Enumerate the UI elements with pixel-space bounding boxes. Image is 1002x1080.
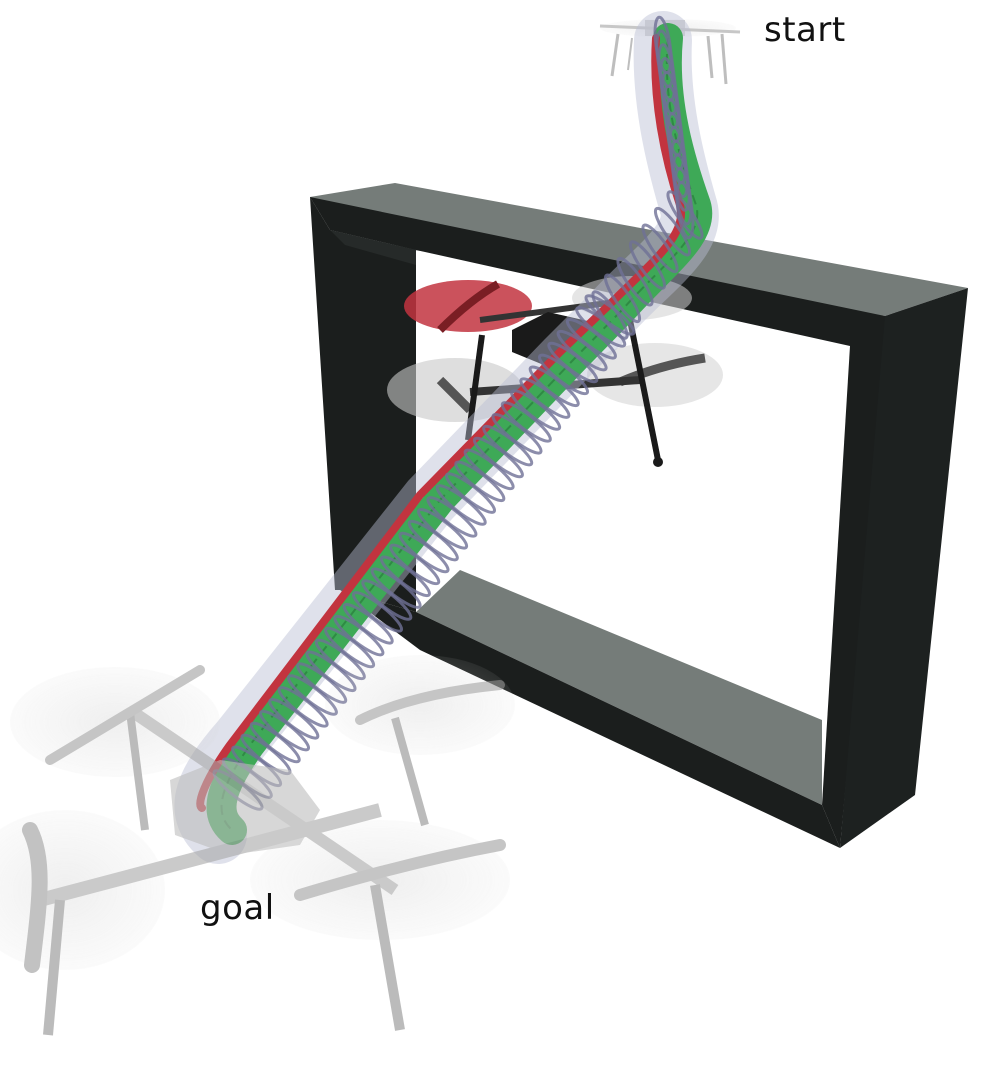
goal-label: goal (200, 888, 275, 928)
tube-ring (628, 240, 667, 290)
tube-ring (641, 223, 679, 274)
gate-right-post (822, 316, 885, 848)
start-label: start (764, 10, 846, 50)
gate-left-post (310, 197, 416, 612)
gate-right-side (840, 288, 968, 848)
tube-ring (603, 273, 642, 324)
goal-drone-ghost (0, 655, 515, 1036)
tube-ring (653, 206, 692, 257)
tube-ring (616, 256, 654, 307)
gate-bottom-front (340, 590, 840, 848)
gate-bottom-face (416, 570, 822, 805)
gate-top-face (310, 183, 968, 316)
tube-ring (666, 190, 704, 240)
gate-frame (310, 183, 968, 848)
tube-ring (675, 180, 695, 240)
gate-top-front (310, 197, 885, 350)
